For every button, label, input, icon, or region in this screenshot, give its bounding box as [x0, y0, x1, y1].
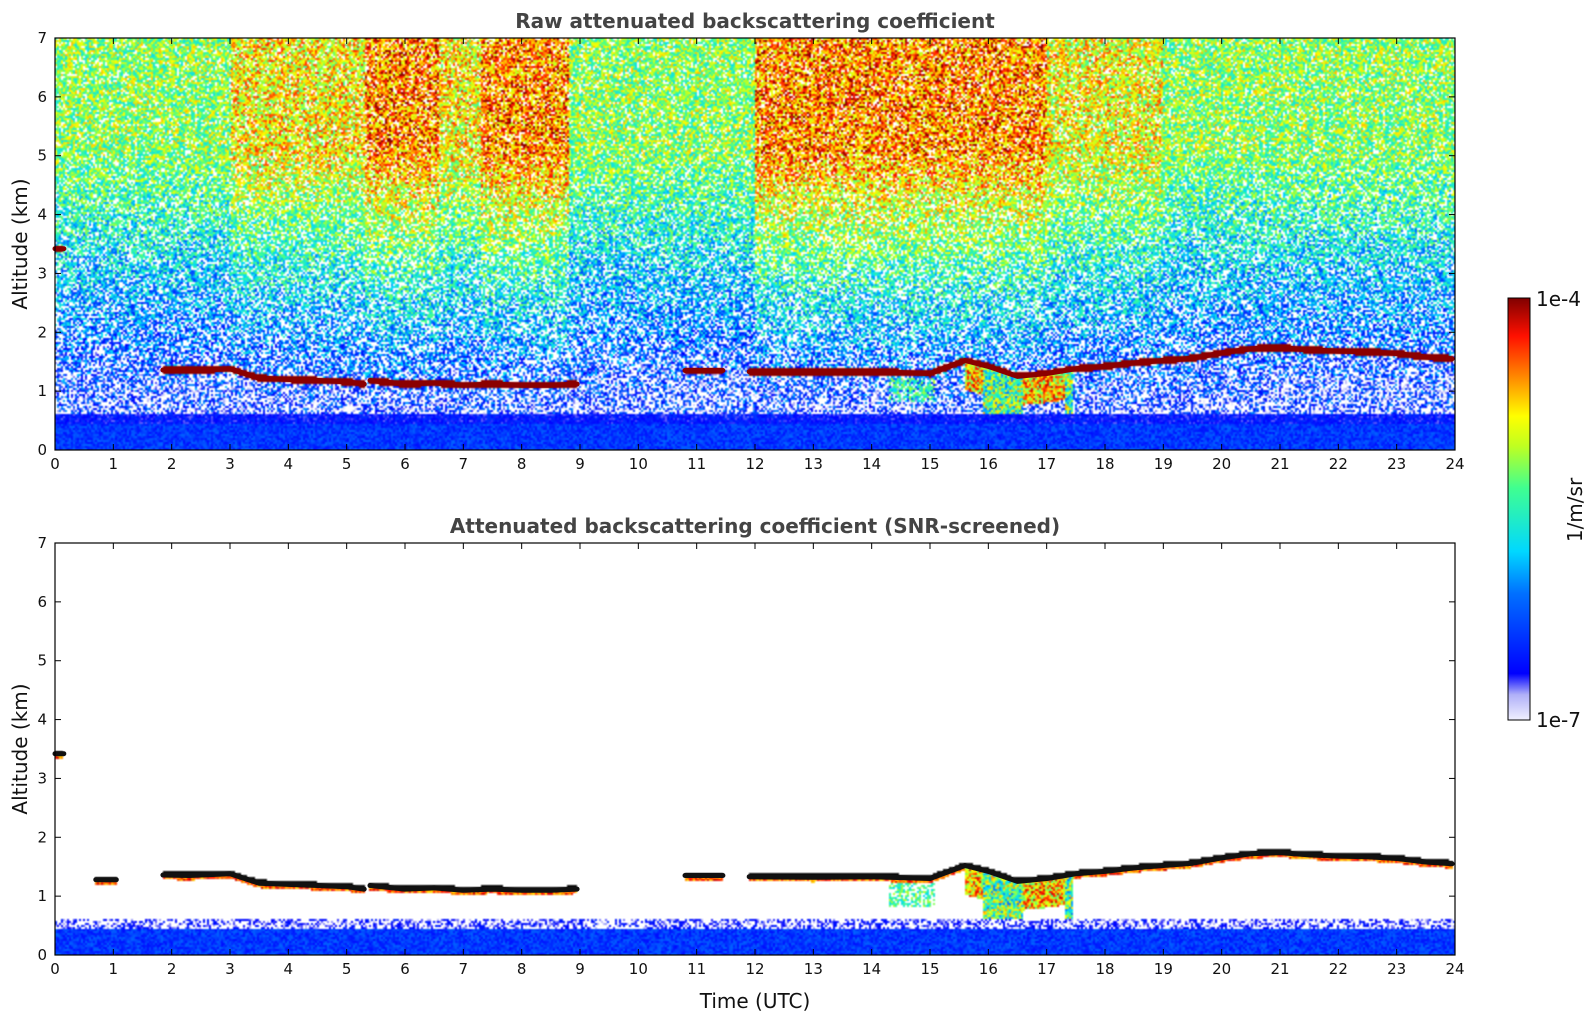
heatmap-image-screened	[55, 543, 1455, 955]
x-tick-label: 4	[284, 455, 294, 473]
x-tick-label: 19	[1154, 455, 1173, 473]
x-tick-label: 23	[1387, 455, 1406, 473]
x-tick-label: 9	[575, 960, 585, 978]
x-tick-label: 20	[1212, 960, 1231, 978]
x-tick-label: 13	[804, 960, 823, 978]
cloud-layer-series	[367, 883, 580, 893]
x-tick-label: 11	[687, 960, 706, 978]
cloud-layer-series	[746, 345, 1455, 379]
cloud-layer-raw	[52, 246, 1455, 388]
x-tick-label: 2	[167, 455, 177, 473]
x-tick-label: 7	[459, 455, 469, 473]
y-ticks-screened: 0 1 2 3 4 5 6 7	[37, 534, 1455, 964]
x-tick-label: 14	[862, 960, 881, 978]
y-tick-label: 6	[37, 88, 47, 106]
x-tick-label: 16	[979, 455, 998, 473]
y-tick-label: 5	[37, 147, 47, 165]
y-tick-label: 2	[37, 323, 47, 341]
colorbar: 1e-4 1e-7 1/m/sr	[1507, 287, 1587, 732]
y-tick-label: 6	[37, 593, 47, 611]
y-tick-label: 4	[37, 711, 47, 729]
x-tick-label: 23	[1387, 960, 1406, 978]
x-tick-label: 3	[225, 455, 235, 473]
x-tick-label: 15	[920, 960, 939, 978]
x-tick-label: 18	[1095, 455, 1114, 473]
x-tick-label: 10	[629, 455, 648, 473]
x-tick-label: 24	[1445, 960, 1464, 978]
x-tick-label: 19	[1154, 960, 1173, 978]
y-tick-label: 7	[37, 29, 47, 47]
x-tick-label: 22	[1329, 455, 1348, 473]
x-tick-label: 10	[629, 960, 648, 978]
x-tick-label: 7	[459, 960, 469, 978]
x-tick-label: 8	[517, 455, 527, 473]
x-tick-label: 9	[575, 455, 585, 473]
colorbar-max-label: 1e-4	[1536, 287, 1581, 311]
x-tick-label: 2	[167, 960, 177, 978]
x-tick-label: 22	[1329, 960, 1348, 978]
x-tick-label: 1	[109, 960, 119, 978]
x-tick-label: 0	[50, 455, 60, 473]
chart-title-screened: Attenuated backscattering coefficient (S…	[450, 514, 1060, 538]
x-tick-label: 17	[1037, 455, 1056, 473]
cloud-layer-screened	[52, 751, 1455, 893]
y-tick-label: 0	[37, 946, 47, 964]
x-tick-label: 20	[1212, 455, 1231, 473]
colorbar-gradient	[1507, 297, 1531, 721]
cloud-layer-series	[160, 366, 367, 387]
y-tick-label: 5	[37, 652, 47, 670]
cloud-layer-series	[160, 871, 367, 892]
x-tick-label: 6	[400, 455, 410, 473]
y-tick-label: 2	[37, 828, 47, 846]
x-tick-label: 21	[1270, 960, 1289, 978]
x-tick-label: 4	[284, 960, 294, 978]
heatmap-image-raw	[55, 38, 1455, 450]
x-tick-label: 1	[109, 455, 119, 473]
x-tick-label: 14	[862, 455, 881, 473]
y-tick-label: 4	[37, 206, 47, 224]
y-ticks-raw: 0 1 2 3 4 5 6 7	[37, 29, 1455, 459]
y-tick-label: 3	[37, 769, 47, 787]
x-tick-label: 15	[920, 455, 939, 473]
x-ticks-raw: 0 1 2 3 4 5 6 7 8 9 10 11 12 13 14 15 16 17 18 19 20 21 22 23 24	[50, 38, 1465, 473]
x-tick-label: 16	[979, 960, 998, 978]
panel-raw: Raw attenuated backscattering coefficien…	[8, 9, 1465, 473]
x-tick-label: 12	[745, 960, 764, 978]
x-tick-label: 12	[745, 455, 764, 473]
x-tick-label: 0	[50, 960, 60, 978]
x-ticks-screened: 0 1 2 3 4 5 6 7 8 9 10 11 12 13 14 15 16 17 18 19 20 21 22 23 24	[50, 543, 1465, 978]
colorbar-min-label: 1e-7	[1536, 708, 1581, 732]
colorbar-unit-label: 1/m/sr	[1563, 477, 1587, 542]
x-tick-label: 17	[1037, 960, 1056, 978]
y-tick-label: 1	[37, 382, 47, 400]
x-tick-label: 5	[342, 960, 352, 978]
x-tick-label: 21	[1270, 455, 1289, 473]
x-tick-label: 8	[517, 960, 527, 978]
x-tick-label: 13	[804, 455, 823, 473]
y-tick-label: 0	[37, 441, 47, 459]
x-tick-label: 6	[400, 960, 410, 978]
x-axis-label: Time (UTC)	[699, 989, 811, 1013]
chart-title-raw: Raw attenuated backscattering coefficien…	[515, 9, 995, 33]
cloud-layer-series	[746, 850, 1455, 884]
heatmap-raw	[55, 38, 1455, 450]
y-axis-label-screened: Altitude (km)	[8, 683, 32, 814]
y-tick-label: 7	[37, 534, 47, 552]
x-tick-label: 3	[225, 960, 235, 978]
y-tick-label: 1	[37, 887, 47, 905]
x-tick-label: 5	[342, 455, 352, 473]
y-tick-label: 3	[37, 264, 47, 282]
cloud-layer-series	[367, 378, 580, 388]
heatmap-screened	[55, 543, 1455, 955]
panel-screened: Attenuated backscattering coefficient (S…	[8, 514, 1465, 1013]
x-tick-label: 11	[687, 455, 706, 473]
x-tick-label: 18	[1095, 960, 1114, 978]
y-axis-label-raw: Altitude (km)	[8, 178, 32, 309]
x-tick-label: 24	[1445, 455, 1464, 473]
